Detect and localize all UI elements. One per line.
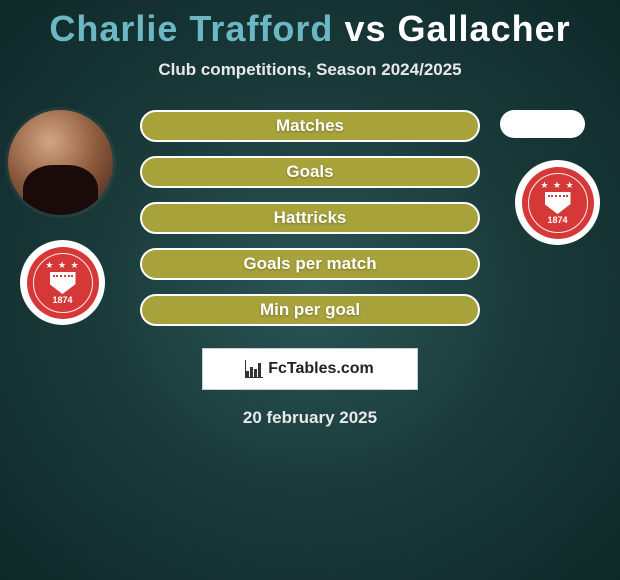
stat-label: Goals (286, 162, 333, 182)
stat-bar-goals-per-match: Goals per match (140, 248, 480, 280)
player1-avatar (8, 110, 113, 215)
badge-year: 1874 (52, 295, 72, 305)
comparison-title: Charlie Trafford vs Gallacher (0, 8, 620, 50)
badge-stars-icon: ★ ★ ★ (45, 260, 79, 271)
stat-label: Min per goal (260, 300, 360, 320)
subtitle: Club competitions, Season 2024/2025 (0, 60, 620, 80)
player2-club-badge: ★ ★ ★ 1874 (515, 160, 600, 245)
badge-year: 1874 (547, 215, 567, 225)
stat-label: Goals per match (243, 254, 376, 274)
bar-chart-icon (246, 361, 264, 377)
vs-separator: vs (344, 8, 386, 49)
source-branding: FcTables.com (202, 348, 418, 390)
stat-bar-goals: Goals (140, 156, 480, 188)
stat-label: Matches (276, 116, 344, 136)
badge-shield-icon (545, 192, 571, 214)
stat-bar-min-per-goal: Min per goal (140, 294, 480, 326)
badge-stars-icon: ★ ★ ★ (540, 180, 574, 191)
stat-bar-matches: Matches 1 (140, 110, 480, 142)
stat-label: Hattricks (274, 208, 347, 228)
stat-bar-hattricks: Hattricks (140, 202, 480, 234)
player1-name: Charlie Trafford (49, 8, 333, 49)
stat-bars: Matches 1 Goals Hattricks Goals per matc… (140, 110, 480, 326)
player2-name: Gallacher (398, 8, 571, 49)
source-site: FcTables.com (268, 360, 374, 378)
badge-shield-icon (50, 272, 76, 294)
stat-value-right: 1 (509, 117, 518, 135)
player1-club-badge: ★ ★ ★ 1874 (20, 240, 105, 325)
snapshot-date: 20 february 2025 (0, 408, 620, 428)
comparison-panel: ★ ★ ★ 1874 ★ ★ ★ 1874 Matches 1 Goals Ha… (0, 110, 620, 428)
